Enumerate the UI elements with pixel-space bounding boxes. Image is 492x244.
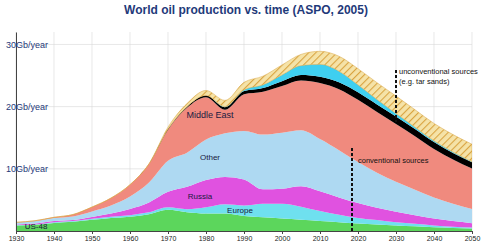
y-tick: 10Gb/year <box>6 164 48 174</box>
area-band <box>16 51 472 222</box>
title: World oil production vs. time (ASPO, 200… <box>124 3 368 17</box>
x-tick-mark <box>434 231 435 234</box>
x-tick-mark <box>358 231 359 234</box>
x-tick-label: 2020 <box>351 235 367 242</box>
y-axis-line <box>16 33 17 232</box>
x-tick-mark <box>282 231 283 234</box>
annotation: conventional sources <box>358 156 429 165</box>
chart: World oil production vs. time (ASPO, 200… <box>0 0 492 244</box>
y-tick-label: 30Gb/year <box>6 40 48 50</box>
x-tick: 1930 <box>9 231 25 242</box>
plot-area <box>16 51 472 231</box>
area-label: Other <box>200 153 220 162</box>
x-tick: 1990 <box>237 231 253 242</box>
x-tick-label: 1990 <box>237 235 253 242</box>
x-tick-label: 1970 <box>161 235 177 242</box>
x-tick-mark <box>206 231 207 234</box>
x-tick: 1960 <box>123 231 139 242</box>
x-tick-mark <box>472 231 473 234</box>
x-tick-label: 1930 <box>9 235 25 242</box>
x-tick-label: 2000 <box>275 235 291 242</box>
area-label: Middle East <box>186 110 234 120</box>
x-axis: 1930 1940 1950 1960 1970 1980 1990 2000 2010 2020… <box>9 231 481 242</box>
x-tick: 2040 <box>427 231 443 242</box>
x-tick-label: 1960 <box>123 235 139 242</box>
x-tick-label: 2030 <box>389 235 405 242</box>
x-tick: 2030 <box>389 231 405 242</box>
annotation: (e.g. tar sands) <box>399 77 450 86</box>
x-tick: 1950 <box>85 231 101 242</box>
y-tick-label: 10Gb/year <box>6 164 48 174</box>
x-tick: 1970 <box>161 231 177 242</box>
x-tick-label: 1950 <box>85 235 101 242</box>
grid-line <box>54 32 55 231</box>
x-tick-mark <box>320 231 321 234</box>
x-tick: 1940 <box>47 231 63 242</box>
area-label: Europe <box>227 206 253 215</box>
x-tick: 2050 <box>465 231 481 242</box>
x-tick: 2010 <box>313 231 329 242</box>
x-tick-mark <box>92 231 93 234</box>
y-tick: 30Gb/year <box>6 40 48 50</box>
x-tick-mark <box>168 231 169 234</box>
y-axis: 10Gb/year 20Gb/year 30Gb/year <box>6 33 48 232</box>
grid-line <box>16 32 17 231</box>
y-tick: 20Gb/year <box>6 102 48 112</box>
x-tick-label: 1980 <box>199 235 215 242</box>
x-tick: 2020 <box>351 231 367 242</box>
x-tick-label: 2050 <box>465 235 481 242</box>
x-tick: 2000 <box>275 231 291 242</box>
annotations: unconventional sources(e.g. tar sands) co… <box>352 67 478 231</box>
x-tick-label: 2040 <box>427 235 443 242</box>
grid-line <box>92 32 93 231</box>
x-tick-mark <box>54 231 55 234</box>
x-tick-mark <box>244 231 245 234</box>
grid <box>16 32 472 231</box>
pointer-line <box>351 148 353 231</box>
x-tick-mark <box>130 231 131 234</box>
area-labels: US-48 Europe Russia Other Middle East <box>25 110 254 231</box>
area-band <box>16 75 472 222</box>
pointer-line <box>395 70 397 122</box>
grid-line <box>16 44 472 45</box>
y-tick-label: 20Gb/year <box>6 102 48 112</box>
x-tick-mark <box>396 231 397 234</box>
annotation: unconventional sources <box>399 67 478 76</box>
x-tick-label: 2010 <box>313 235 329 242</box>
area-label: Russia <box>188 192 213 201</box>
x-tick: 1980 <box>199 231 215 242</box>
x-tick-label: 1940 <box>47 235 63 242</box>
area-label: US-48 <box>25 222 48 231</box>
